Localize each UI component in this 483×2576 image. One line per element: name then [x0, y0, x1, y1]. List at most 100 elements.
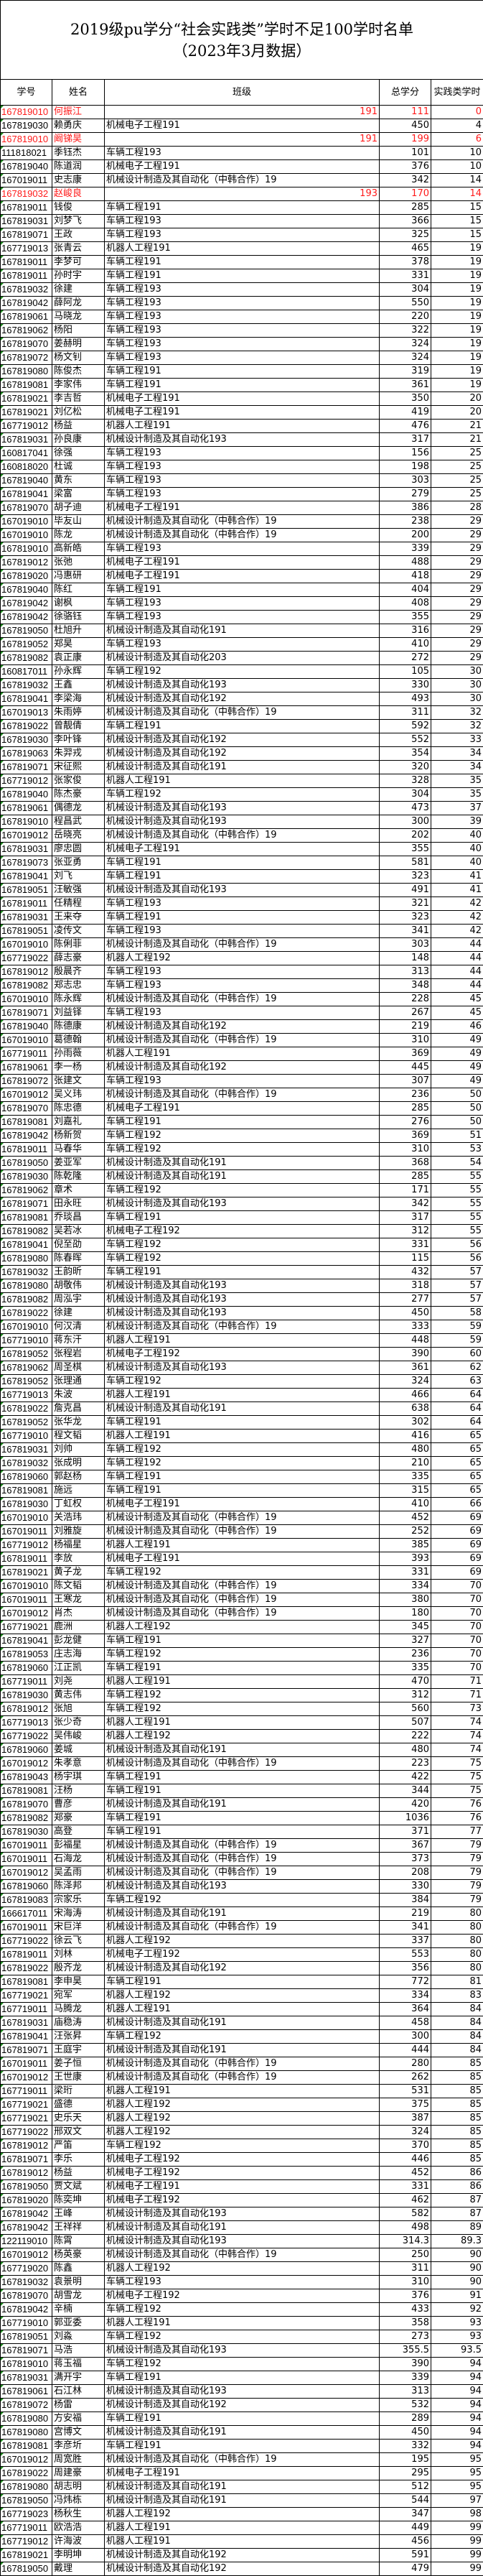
- class-cell[interactable]: 车辆工程193: [104, 323, 380, 338]
- total-credits-cell[interactable]: 324: [379, 2125, 431, 2139]
- student-id-cell[interactable]: 167019011: [0, 1524, 52, 1539]
- class-cell[interactable]: 机械设计制造及其自动化191: [104, 2425, 380, 2440]
- practice-hours-cell[interactable]: 79: [431, 1852, 483, 1866]
- name-cell[interactable]: 李乐: [52, 2152, 105, 2167]
- total-credits-cell[interactable]: 452: [379, 2166, 431, 2180]
- total-credits-cell[interactable]: 252: [379, 1524, 431, 1539]
- practice-hours-cell[interactable]: 94: [431, 2384, 483, 2399]
- practice-hours-cell[interactable]: 99: [431, 2521, 483, 2535]
- class-cell[interactable]: 车辆工程191: [104, 2439, 380, 2453]
- total-credits-cell[interactable]: 422: [379, 1770, 431, 1784]
- total-credits-cell[interactable]: 220: [379, 310, 431, 324]
- name-cell[interactable]: 关浩玮: [52, 1511, 105, 1525]
- total-credits-cell[interactable]: 416: [379, 1429, 431, 1443]
- total-credits-cell[interactable]: 219: [379, 1019, 431, 1034]
- class-cell[interactable]: 机械设计制造及其自动化193: [104, 2343, 380, 2358]
- student-id-cell[interactable]: 167019010: [0, 992, 52, 1006]
- practice-hours-cell[interactable]: 85: [431, 2125, 483, 2139]
- class-cell[interactable]: 车辆工程191: [104, 856, 380, 870]
- student-id-cell[interactable]: 167819031: [0, 432, 52, 447]
- practice-hours-cell[interactable]: 74: [431, 1715, 483, 1730]
- total-credits-cell[interactable]: 171: [379, 1183, 431, 1197]
- class-cell[interactable]: 机械设计制造及其自动化191: [104, 1401, 380, 1416]
- total-credits-cell[interactable]: 331: [379, 269, 431, 283]
- total-credits-cell[interactable]: 222: [379, 1729, 431, 1743]
- class-cell[interactable]: 机械电子工程191: [104, 405, 380, 420]
- practice-hours-cell[interactable]: 70: [431, 1593, 483, 1607]
- student-id-cell[interactable]: 167819040: [0, 583, 52, 597]
- student-id-cell[interactable]: 167819081: [0, 1115, 52, 1129]
- student-id-cell[interactable]: 167819030: [0, 733, 52, 747]
- total-credits-cell[interactable]: 772: [379, 1975, 431, 1989]
- total-credits-cell[interactable]: 341: [379, 1920, 431, 1935]
- class-cell[interactable]: 机械设计制造及其自动化191: [104, 2043, 380, 2057]
- total-credits-cell[interactable]: 450: [379, 119, 431, 133]
- student-id-cell[interactable]: 167819062: [0, 1361, 52, 1375]
- total-credits-cell[interactable]: 315: [379, 1483, 431, 1498]
- student-id-cell[interactable]: 160817041: [0, 446, 52, 460]
- student-id-cell[interactable]: 167819030: [0, 119, 52, 133]
- name-cell[interactable]: 郑豪: [52, 1811, 105, 1825]
- student-id-cell[interactable]: 167819032: [0, 282, 52, 297]
- class-cell[interactable]: 车辆工程191: [104, 255, 380, 269]
- name-cell[interactable]: 王峰: [52, 2207, 105, 2221]
- class-cell[interactable]: 机械设计制造及其自动化（中韩合作）19: [104, 1320, 380, 1334]
- total-credits-cell[interactable]: 404: [379, 583, 431, 597]
- practice-hours-cell[interactable]: 42: [431, 896, 483, 911]
- total-credits-cell[interactable]: 170: [379, 187, 431, 201]
- total-credits-cell[interactable]: 376: [379, 159, 431, 174]
- name-cell[interactable]: 史志康: [52, 173, 105, 187]
- student-id-cell[interactable]: 167819042: [0, 2302, 52, 2317]
- practice-hours-cell[interactable]: 4: [431, 119, 483, 133]
- practice-hours-cell[interactable]: 93: [431, 2316, 483, 2330]
- class-cell[interactable]: 车辆工程192: [104, 1442, 380, 1457]
- student-id-cell[interactable]: 167819012: [0, 2139, 52, 2153]
- total-credits-cell[interactable]: 465: [379, 241, 431, 256]
- practice-hours-cell[interactable]: 75: [431, 1770, 483, 1784]
- total-credits-cell[interactable]: 289: [379, 2411, 431, 2426]
- practice-hours-cell[interactable]: 6: [431, 132, 483, 147]
- student-id-cell[interactable]: 167019012: [0, 1088, 52, 1102]
- name-cell[interactable]: 彭龙健: [52, 1634, 105, 1648]
- class-cell[interactable]: 机械设计制造及其自动化193: [104, 432, 380, 447]
- total-credits-cell[interactable]: 285: [379, 1101, 431, 1116]
- student-id-cell[interactable]: 167719010: [0, 2316, 52, 2330]
- student-id-cell[interactable]: 167019013: [0, 705, 52, 720]
- total-credits-cell[interactable]: 324: [379, 351, 431, 365]
- practice-hours-cell[interactable]: 85: [431, 2139, 483, 2153]
- class-cell[interactable]: 机械电子工程192: [104, 2289, 380, 2303]
- total-credits-cell[interactable]: 347: [379, 2507, 431, 2521]
- student-id-cell[interactable]: 167019010: [0, 1033, 52, 1047]
- class-cell[interactable]: 机械设计制造及其自动化192: [104, 2562, 380, 2576]
- practice-hours-cell[interactable]: 20: [431, 405, 483, 420]
- class-cell[interactable]: 机械设计制造及其自动化（中韩合作）19: [104, 1852, 380, 1866]
- class-cell[interactable]: 机械电子工程192: [104, 2152, 380, 2167]
- student-id-cell[interactable]: 167819051: [0, 2330, 52, 2344]
- student-id-cell[interactable]: 167819041: [0, 692, 52, 706]
- name-cell[interactable]: 汪敏强: [52, 883, 105, 897]
- class-cell[interactable]: 机械设计制造及其自动化192: [104, 2398, 380, 2412]
- total-credits-cell[interactable]: 408: [379, 596, 431, 611]
- practice-hours-cell[interactable]: 29: [431, 542, 483, 556]
- student-id-cell[interactable]: 167819081: [0, 2439, 52, 2453]
- practice-hours-cell[interactable]: 95: [431, 2466, 483, 2480]
- total-credits-cell[interactable]: 358: [379, 2316, 431, 2330]
- practice-hours-cell[interactable]: 66: [431, 1497, 483, 1511]
- name-cell[interactable]: 徐云飞: [52, 1934, 105, 1948]
- class-cell[interactable]: 车辆工程191: [104, 583, 380, 597]
- name-cell[interactable]: 谢枫: [52, 596, 105, 611]
- practice-hours-cell[interactable]: 73: [431, 1702, 483, 1716]
- header-practice-hours[interactable]: 实践类学时: [431, 79, 483, 106]
- practice-hours-cell[interactable]: 65: [431, 1456, 483, 1470]
- name-cell[interactable]: 许海波: [52, 2534, 105, 2549]
- class-cell[interactable]: 车辆工程192: [104, 1647, 380, 1662]
- total-credits-cell[interactable]: 310: [379, 2275, 431, 2289]
- name-cell[interactable]: 姜赫明: [52, 337, 105, 351]
- student-id-cell[interactable]: 167819041: [0, 1634, 52, 1648]
- student-id-cell[interactable]: 167819061: [0, 310, 52, 324]
- student-id-cell[interactable]: 167819021: [0, 405, 52, 420]
- class-cell[interactable]: 机械设计制造及其自动化（中韩合作）19: [104, 1579, 380, 1593]
- class-cell[interactable]: 机械电子工程191: [104, 2179, 380, 2194]
- practice-hours-cell[interactable]: 0: [431, 105, 483, 119]
- practice-hours-cell[interactable]: 55: [431, 1169, 483, 1184]
